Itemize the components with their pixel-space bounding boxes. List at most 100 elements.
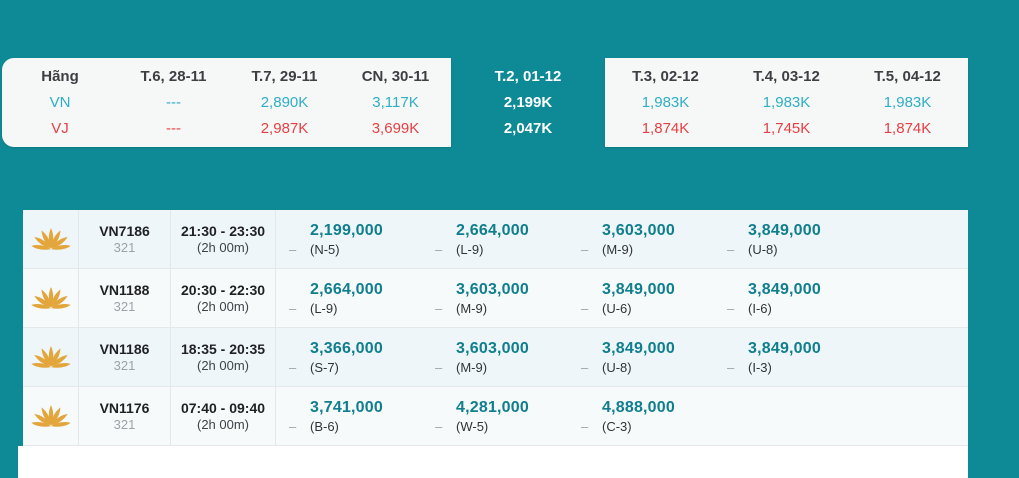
fare-class: (U-8) (602, 359, 632, 375)
fare-day-column[interactable]: T.5, 04-12 1,983K 1,874K (847, 58, 968, 147)
fare-dash: – (435, 359, 443, 375)
fare-price-block: 4,281,000 (W-5) (456, 399, 529, 434)
fare-dash: – (727, 359, 735, 375)
row-filler (860, 328, 968, 386)
fare-price: 2,664,000 (456, 221, 529, 239)
vietnam-airlines-lotus-icon (30, 287, 71, 309)
fare-option[interactable]: –3,603,000 (M-9) (568, 210, 714, 268)
flight-row[interactable]: VN1176 321 07:40 - 09:40 (2h 00m) –3,741,000… (23, 387, 968, 446)
fare-option[interactable]: –2,199,000 (N-5) (276, 210, 422, 268)
flight-results-panel: VN7186 321 21:30 - 23:30 (2h 00m) –2,199,000… (18, 205, 968, 478)
fare-price-block: 3,603,000 (M-9) (456, 281, 529, 316)
flight-number-cell: VN1188 321 (79, 269, 171, 327)
fare-option[interactable]: –4,888,000 (C-3) (568, 387, 714, 445)
aircraft-type: 321 (113, 299, 136, 314)
flights-table: VN7186 321 21:30 - 23:30 (2h 00m) –2,199,000… (18, 205, 968, 446)
fare-class: (U-8) (748, 241, 778, 257)
fare-day-vj-price: 2,987K (260, 119, 309, 137)
flight-number: VN1176 (99, 400, 150, 416)
fare-day-vj-price: 3,699K (371, 119, 420, 137)
flight-number: VN1188 (99, 282, 150, 298)
flight-row[interactable]: VN7186 321 21:30 - 23:30 (2h 00m) –2,199,000… (23, 210, 968, 269)
fare-option[interactable]: –3,849,000 (U-6) (568, 269, 714, 327)
fare-day-column[interactable]: T.7, 29-11 2,890K 2,987K (229, 58, 340, 147)
fare-day-vn-price: 1,983K (641, 93, 690, 111)
fare-price: 3,366,000 (310, 339, 383, 357)
row-filler (860, 210, 968, 268)
fare-day-vj-price: --- (166, 119, 181, 137)
fare-price-block: 3,849,000 (U-8) (602, 340, 675, 375)
airline-column-header: Hãng (41, 67, 79, 85)
fare-option[interactable]: –3,849,000 (U-8) (568, 328, 714, 386)
fare-day-vj-price: 1,745K (762, 119, 811, 137)
fare-class: (U-6) (602, 300, 632, 316)
fare-day-column-selected[interactable]: T.2, 01-12 2,199K 2,047K (451, 58, 605, 147)
fare-class: (L-9) (310, 300, 338, 316)
fare-option[interactable]: –3,849,000 (I-3) (714, 328, 860, 386)
time-cell: 07:40 - 09:40 (2h 00m) (171, 387, 276, 445)
fare-option[interactable]: –3,741,000 (B-6) (276, 387, 422, 445)
fare-option[interactable]: –3,366,000 (S-7) (276, 328, 422, 386)
fare-price: 3,603,000 (456, 280, 529, 298)
time-cell: 18:35 - 20:35 (2h 00m) (171, 328, 276, 386)
calendar-left-section: Hãng VN VJ T.6, 28-11 --- --- T.7, 29-11 2,8… (2, 58, 451, 147)
fare-class: (N-5) (310, 241, 340, 257)
fare-class: (C-3) (602, 418, 632, 434)
fare-day-column[interactable]: T.3, 02-12 1,983K 1,874K (605, 58, 726, 147)
fare-option[interactable]: –3,849,000 (I-6) (714, 269, 860, 327)
fare-class: (M-9) (456, 359, 488, 375)
fare-day-column[interactable]: T.4, 03-12 1,983K 1,745K (726, 58, 847, 147)
fare-option[interactable]: –2,664,000 (L-9) (422, 210, 568, 268)
flight-duration: (2h 00m) (196, 417, 250, 432)
fare-day-vn-price: 3,117K (372, 93, 419, 111)
fare-dash: – (581, 418, 589, 434)
time-cell: 20:30 - 22:30 (2h 00m) (171, 269, 276, 327)
fare-dash: – (289, 359, 297, 375)
fare-class: (M-9) (602, 241, 634, 257)
fare-price: 3,741,000 (310, 398, 383, 416)
fare-option[interactable]: –3,849,000 (U-8) (714, 210, 860, 268)
flight-row[interactable]: VN1188 321 20:30 - 22:30 (2h 00m) –2,664,000… (23, 269, 968, 328)
fare-dash: – (581, 241, 589, 257)
fare-day-vn-price: --- (166, 93, 181, 111)
flight-row[interactable]: VN1186 321 18:35 - 20:35 (2h 00m) –3,366,000… (23, 328, 968, 387)
fare-day-vj-price: 2,047K (503, 119, 553, 137)
departure-arrival-time: 07:40 - 09:40 (180, 400, 266, 416)
fare-class: (S-7) (310, 359, 339, 375)
fare-price-block: 3,741,000 (B-6) (310, 399, 383, 434)
calendar-selected-slot: T.2, 01-12 2,199K 2,047K (451, 58, 605, 147)
fare-dash: – (727, 241, 735, 257)
flight-duration: (2h 00m) (196, 358, 250, 373)
fare-day-label: T.2, 01-12 (494, 67, 562, 85)
fare-day-vn-price: 1,983K (762, 93, 811, 111)
fare-day-column[interactable]: T.6, 28-11 --- --- (118, 58, 229, 147)
fare-price-block: 3,603,000 (M-9) (456, 340, 529, 375)
airline-code-vj: VJ (51, 119, 69, 137)
fare-class: (I-6) (748, 300, 772, 316)
fare-class: (M-9) (456, 300, 488, 316)
fare-class: (W-5) (456, 418, 489, 434)
time-cell: 21:30 - 23:30 (2h 00m) (171, 210, 276, 268)
fare-option[interactable]: –4,281,000 (W-5) (422, 387, 568, 445)
airline-code-vn: VN (49, 93, 71, 111)
fare-price-block: 3,603,000 (M-9) (602, 222, 675, 257)
vietnam-airlines-lotus-icon (30, 405, 71, 427)
fare-option[interactable]: –2,664,000 (L-9) (276, 269, 422, 327)
calendar-right-section: T.3, 02-12 1,983K 1,874K T.4, 03-12 1,983K 1,… (605, 58, 968, 147)
fare-day-vn-price: 1,983K (883, 93, 932, 111)
fare-dash: – (435, 241, 443, 257)
fare-dash: – (581, 359, 589, 375)
fare-dash: – (289, 418, 297, 434)
fare-price-block: 3,366,000 (S-7) (310, 340, 383, 375)
fare-price-block: 4,888,000 (C-3) (602, 399, 675, 434)
fare-option[interactable]: –3,603,000 (M-9) (422, 269, 568, 327)
airline-logo-cell (23, 210, 79, 268)
flight-number-cell: VN1176 321 (79, 387, 171, 445)
fare-dash: – (581, 300, 589, 316)
fare-day-column[interactable]: CN, 30-11 3,117K 3,699K (340, 58, 451, 147)
fare-option[interactable]: –3,603,000 (M-9) (422, 328, 568, 386)
airline-logo-cell (23, 328, 79, 386)
fare-calendar-bar: Hãng VN VJ T.6, 28-11 --- --- T.7, 29-11 2,8… (2, 58, 968, 147)
fare-price-block: 3,849,000 (U-6) (602, 281, 675, 316)
fare-price-block: 2,664,000 (L-9) (456, 222, 529, 257)
